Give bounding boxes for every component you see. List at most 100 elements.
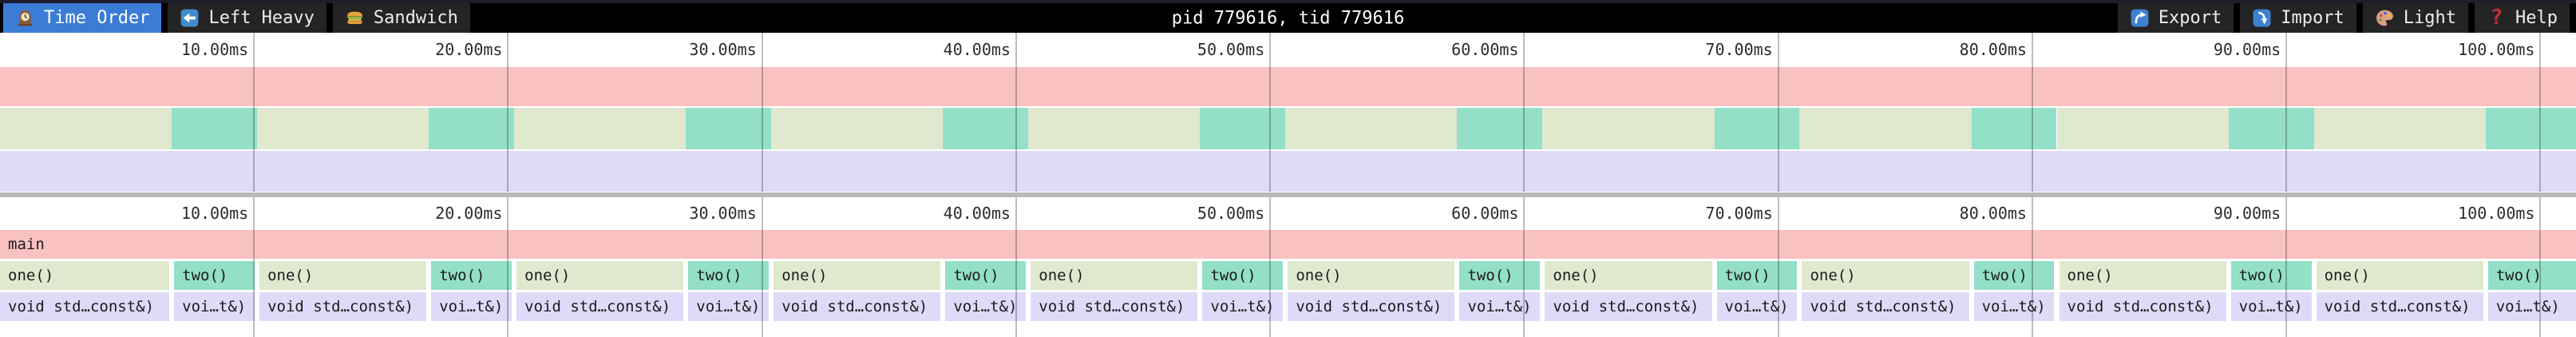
flame-frame[interactable]: one() — [1031, 261, 1198, 290]
flame-frame[interactable]: one() — [0, 261, 170, 290]
flame-frame[interactable]: one() — [1802, 261, 1969, 290]
time-tick-label: 60.00ms — [1451, 40, 1519, 59]
flame-frame[interactable]: void std…const&) — [2059, 292, 2226, 321]
flamegraph: 10.00ms 20.00ms 30.00ms 40.00ms 50.00ms 60.00… — [0, 197, 2576, 337]
flame-frame[interactable]: voi…t&) — [1716, 292, 1798, 321]
flame-frame[interactable]: void std…const&) — [1802, 292, 1969, 321]
flame-frame[interactable]: voi…t&) — [2230, 292, 2312, 321]
flame-frame[interactable]: one() — [259, 261, 427, 290]
flame-frame[interactable]: two() — [1973, 261, 2055, 290]
export-icon — [2130, 8, 2150, 28]
flame-frame[interactable]: two() — [431, 261, 512, 290]
flame-frame[interactable]: one() — [774, 261, 941, 290]
flame-frame[interactable]: two() — [2487, 261, 2576, 290]
minimap-segment — [514, 108, 687, 149]
flame-frame[interactable]: one() — [516, 261, 684, 290]
flame-frame[interactable]: void std…const&) — [0, 292, 170, 321]
flame-row-depth2: void std…const&) voi…t&) void std…const&) v… — [0, 292, 2576, 321]
minimap-segment — [257, 108, 429, 149]
tab-time-order[interactable]: Time Order — [3, 3, 162, 33]
flame-frame[interactable]: void std…const&) — [1545, 292, 1712, 321]
flame-frame[interactable]: two() — [1716, 261, 1798, 290]
flame-frame[interactable]: one() — [1545, 261, 1712, 290]
time-tick-label: 10.00ms — [180, 40, 249, 59]
flame-frame[interactable]: two() — [945, 261, 1027, 290]
flame-frame[interactable]: voi…t&) — [1459, 292, 1541, 321]
frame-label: voi…t&) — [1467, 298, 1532, 315]
time-tick-label: 20.00ms — [435, 40, 503, 59]
tab-sandwich[interactable]: Sandwich — [332, 3, 470, 33]
frame-label: one() — [8, 267, 54, 284]
import-icon — [2252, 8, 2272, 28]
frame-label: voi…t&) — [439, 298, 504, 315]
frame-label: two() — [1210, 267, 1256, 284]
time-tick-label: 30.00ms — [689, 40, 757, 59]
minimap-segment — [2485, 108, 2576, 149]
flame-frame[interactable]: two() — [174, 261, 255, 290]
flame-frame[interactable]: void std…const&) — [2316, 292, 2483, 321]
flame-frame[interactable]: main — [0, 230, 2576, 259]
time-tick-label: 40.00ms — [943, 40, 1011, 59]
flame-frame[interactable]: void std…const&) — [516, 292, 684, 321]
minimap-segment — [771, 108, 944, 149]
flame-frame[interactable]: voi…t&) — [688, 292, 770, 321]
flame-frame[interactable]: voi…t&) — [1973, 292, 2055, 321]
frame-label: two() — [2495, 267, 2542, 284]
frame-label: one() — [2067, 267, 2113, 284]
frame-label: one() — [2324, 267, 2370, 284]
flame-frame[interactable]: void std…const&) — [1031, 292, 1198, 321]
flame-frame[interactable]: voi…t&) — [174, 292, 255, 321]
frame-label: one() — [1810, 267, 1856, 284]
flame-frame[interactable]: void std…const&) — [1288, 292, 1455, 321]
export-button[interactable]: Export — [2117, 3, 2234, 33]
frame-label: two() — [953, 267, 999, 284]
frame-label: voi…t&) — [2238, 298, 2303, 315]
button-label: Help — [2515, 8, 2558, 28]
time-tick-label: 60.00ms — [1451, 204, 1519, 223]
clock-icon — [15, 8, 35, 28]
minimap-band-depth2 — [0, 151, 2576, 192]
flame-frame[interactable]: void std…const&) — [259, 292, 427, 321]
light-button[interactable]: Light — [2362, 3, 2469, 33]
minimap-segment — [0, 108, 172, 149]
import-button[interactable]: Import — [2240, 3, 2356, 33]
frame-label: void std…const&) — [1296, 298, 1442, 315]
button-label: Light — [2403, 8, 2457, 28]
time-tick-label: 50.00ms — [1197, 204, 1265, 223]
flame-frame[interactable]: voi…t&) — [1202, 292, 1284, 321]
frame-label: voi…t&) — [696, 298, 761, 315]
minimap-band-root — [0, 67, 2576, 106]
flame-frame[interactable]: two() — [1459, 261, 1541, 290]
help-button[interactable]: ? Help — [2475, 3, 2570, 33]
tab-left-heavy[interactable]: Left Heavy — [168, 3, 326, 33]
time-tick-label: 80.00ms — [1959, 40, 2027, 59]
flame-frame[interactable]: one() — [2316, 261, 2483, 290]
flame-frame[interactable]: one() — [2059, 261, 2226, 290]
flame-frame[interactable]: two() — [688, 261, 770, 290]
toolbar: Time Order Left Heavy Sandwich pid 779616,… — [0, 3, 2576, 33]
flame-frame[interactable]: voi…t&) — [431, 292, 512, 321]
frame-label: two() — [696, 267, 742, 284]
frame-label: two() — [1467, 267, 1514, 284]
flame-frame[interactable]: one() — [1288, 261, 1455, 290]
time-tick-label: 80.00ms — [1959, 204, 2027, 223]
flame-frame[interactable]: voi…t&) — [2487, 292, 2576, 321]
time-tick-label: 90.00ms — [2213, 204, 2281, 223]
time-tick-label: 50.00ms — [1197, 40, 1265, 59]
minimap[interactable]: 10.00ms 20.00ms 30.00ms 40.00ms 50.00ms 60.00… — [0, 33, 2576, 192]
minimap-band-depth1 — [0, 108, 2576, 149]
minimap-segment — [429, 108, 515, 149]
frame-label: main — [8, 236, 45, 253]
minimap-segment — [0, 151, 2576, 192]
frame-label: one() — [267, 267, 314, 284]
time-tick-label: 40.00ms — [943, 204, 1011, 223]
time-tick-label: 70.00ms — [1705, 40, 1773, 59]
flame-frame[interactable]: void std…const&) — [774, 292, 941, 321]
flame-frame[interactable]: two() — [1202, 261, 1284, 290]
flame-frame[interactable]: voi…t&) — [945, 292, 1027, 321]
help-icon: ? — [2490, 6, 2503, 30]
minimap-time-axis: 10.00ms 20.00ms 30.00ms 40.00ms 50.00ms 60.00… — [0, 33, 2576, 66]
flame-frame[interactable]: two() — [2230, 261, 2312, 290]
frame-label: one() — [1039, 267, 1085, 284]
